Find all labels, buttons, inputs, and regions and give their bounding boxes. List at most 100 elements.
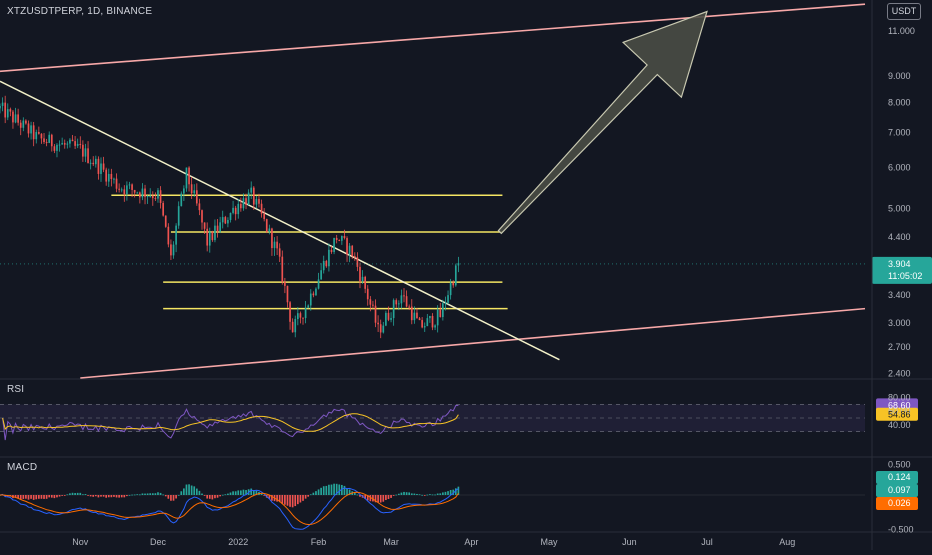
- channel-upper-line: [0, 3, 866, 73]
- macd-histogram-bar: [317, 489, 320, 495]
- candle-body: [100, 163, 102, 174]
- macd-histogram-bar: [193, 486, 196, 495]
- macd-axis-tick: -0.500: [888, 525, 914, 535]
- macd-histogram-bar: [180, 491, 183, 495]
- macd-histogram-bar: [87, 495, 89, 496]
- macd-histogram-bar: [234, 491, 237, 495]
- macd-histogram-value: 0.124: [888, 472, 911, 482]
- macd-histogram-bar: [58, 495, 61, 497]
- candle-body: [118, 188, 120, 190]
- candle-body: [89, 162, 92, 164]
- time-axis-tick: 2022: [228, 537, 248, 547]
- candle-body: [14, 114, 17, 123]
- macd-histogram-bar: [38, 495, 40, 499]
- candle-body: [302, 317, 304, 319]
- candle-body: [180, 193, 183, 207]
- macd-histogram-bar: [387, 495, 390, 499]
- candle-body: [387, 312, 390, 320]
- candle-body: [6, 109, 9, 118]
- candle-body: [43, 138, 45, 143]
- macd-histogram-bar: [107, 495, 110, 498]
- macd-histogram-bar: [348, 489, 351, 495]
- candle-body: [418, 318, 421, 321]
- candle-body: [434, 325, 436, 328]
- price-axis-tick: 3.000: [888, 318, 911, 328]
- candle-body: [175, 225, 177, 245]
- macd-histogram-bar: [100, 495, 102, 497]
- macd-histogram-bar: [146, 493, 149, 495]
- candle-body: [299, 313, 302, 318]
- candle-body: [416, 312, 418, 319]
- candle-body: [53, 146, 56, 151]
- candle-body: [102, 163, 105, 170]
- macd-histogram-bar: [120, 495, 123, 498]
- candle-body: [198, 203, 201, 211]
- candle-body: [74, 141, 76, 146]
- candle-body: [338, 240, 341, 242]
- macd-histogram-bar: [276, 495, 278, 502]
- macd-histogram-bar: [82, 494, 84, 496]
- macd-histogram-bar: [307, 495, 310, 497]
- candle-body: [154, 198, 157, 200]
- candle-body: [193, 190, 196, 194]
- candle-body: [136, 192, 139, 194]
- candle-body: [190, 184, 193, 194]
- macd-histogram-bar: [201, 493, 203, 495]
- macd-histogram-bar: [304, 495, 307, 499]
- macd-label[interactable]: MACD: [7, 462, 38, 473]
- macd-histogram-bar: [335, 483, 338, 495]
- macd-histogram-bar: [457, 486, 460, 495]
- macd-histogram-bar: [418, 494, 421, 496]
- candle-body: [240, 203, 242, 209]
- macd-histogram-bar: [35, 495, 38, 500]
- currency-badge[interactable]: USDT: [887, 3, 921, 20]
- candle-body: [369, 299, 372, 305]
- macd-histogram-bar: [141, 493, 144, 495]
- candle-body: [447, 295, 449, 303]
- macd-histogram-bar: [211, 495, 214, 500]
- candle-body: [423, 326, 426, 328]
- macd-histogram-bar: [30, 495, 32, 499]
- candle-body: [252, 187, 255, 205]
- candle-body: [431, 315, 434, 328]
- candle-body: [107, 173, 110, 182]
- macd-histogram-bar: [203, 495, 206, 496]
- time-axis-tick: Mar: [383, 537, 399, 547]
- time-axis-tick: Feb: [311, 537, 327, 547]
- last-price-badge: [872, 256, 932, 284]
- price-axis-tick: 7.000: [888, 128, 911, 138]
- macd-histogram-bar: [315, 491, 317, 495]
- candle-body: [224, 217, 227, 224]
- macd-histogram-bar: [320, 487, 322, 495]
- macd-histogram-bar: [167, 495, 170, 499]
- macd-histogram-bar: [102, 495, 105, 497]
- macd-histogram-bar: [94, 495, 97, 497]
- candle-body: [343, 236, 346, 239]
- macd-histogram-bar: [442, 492, 444, 495]
- macd-histogram-bar: [413, 493, 416, 495]
- countdown-value: 11:05:02: [888, 271, 922, 281]
- candle-body: [201, 210, 203, 223]
- macd-line: [0, 487, 459, 530]
- candle-body: [167, 226, 170, 245]
- macd-histogram-bar: [346, 488, 348, 495]
- macd-histogram-bar: [74, 493, 76, 495]
- macd-histogram-bar: [405, 492, 408, 495]
- rsi-label[interactable]: RSI: [7, 384, 25, 395]
- macd-histogram-bar: [252, 490, 255, 495]
- candle-body: [413, 312, 416, 321]
- macd-histogram-bar: [382, 495, 385, 502]
- candle-body: [9, 109, 12, 112]
- macd-histogram-bar: [198, 490, 201, 495]
- symbol-title[interactable]: XTZUSDTPERP, 1D, BINANCE: [7, 6, 153, 17]
- candle-body: [247, 192, 250, 205]
- macd-histogram-bar: [206, 495, 209, 499]
- candle-body: [12, 111, 14, 123]
- macd-histogram-bar: [149, 493, 152, 495]
- candle-body: [172, 244, 175, 256]
- candle-body: [382, 325, 385, 333]
- macd-histogram-bar: [50, 495, 53, 498]
- candle-body: [25, 120, 27, 124]
